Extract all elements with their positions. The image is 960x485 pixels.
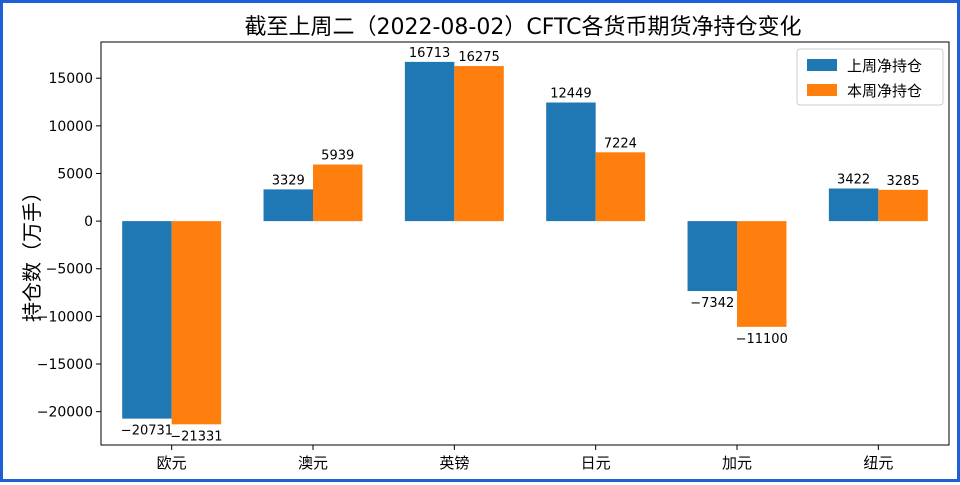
- bar-value-label: 5939: [321, 149, 354, 164]
- y-tick-label: −5000: [46, 262, 93, 278]
- bar: [122, 221, 172, 419]
- chart-title: 截至上周二（2022-08-02）CFTC各货币期货净持仓变化: [245, 15, 802, 40]
- legend-label: 上周净持仓: [847, 57, 922, 75]
- bar: [595, 152, 646, 222]
- y-tick-label: 5000: [57, 166, 93, 182]
- x-tick-label: 加元: [722, 454, 752, 472]
- bar-value-label: −11100: [736, 332, 788, 347]
- legend-swatch: [807, 59, 837, 71]
- legend-label: 本周净持仓: [847, 82, 922, 100]
- bar: [828, 188, 879, 222]
- x-tick-label: 英镑: [439, 454, 469, 472]
- bar-value-label: 16275: [458, 50, 499, 65]
- y-tick-label: −10000: [37, 309, 93, 325]
- y-tick-label: −20000: [37, 405, 93, 421]
- bar-value-label: 3422: [837, 173, 870, 188]
- bar-value-label: 16713: [409, 46, 450, 61]
- y-tick-label: −15000: [37, 357, 93, 373]
- bar-value-label: 3285: [887, 174, 920, 189]
- bar-value-label: 3329: [272, 173, 305, 188]
- y-axis-label: 持仓数（万手）: [20, 182, 44, 322]
- bar: [687, 221, 737, 292]
- plot-area: −20000 −15000 −10000 −5000 0 5000 10000 15000 欧元…: [37, 41, 950, 472]
- bar-value-label: −21331: [170, 429, 222, 444]
- bar: [313, 164, 363, 222]
- bar: [878, 189, 928, 222]
- bar-value-label: −20731: [121, 424, 173, 439]
- bar: [546, 102, 596, 222]
- x-tick-label: 澳元: [298, 454, 328, 472]
- bar: [171, 221, 222, 425]
- legend-swatch: [807, 84, 837, 96]
- chart-svg: 截至上周二（2022-08-02）CFTC各货币期货净持仓变化 −20000 −1…: [20, 15, 950, 472]
- x-tick-label: 日元: [581, 454, 611, 472]
- x-tick-label: 欧元: [157, 454, 187, 472]
- bar-value-label: 7224: [604, 136, 637, 151]
- y-tick-label: 15000: [48, 71, 93, 87]
- y-tick-label: 0: [84, 214, 93, 230]
- bar-value-label: −7342: [690, 296, 734, 311]
- bar: [404, 61, 455, 222]
- plot-frame: [100, 41, 950, 446]
- bar: [263, 189, 313, 222]
- bar: [737, 221, 787, 327]
- y-tick-label: 10000: [48, 119, 93, 135]
- x-tick-label: 纽元: [863, 454, 893, 472]
- bar: [454, 66, 504, 222]
- bar-value-label: 12449: [550, 87, 591, 102]
